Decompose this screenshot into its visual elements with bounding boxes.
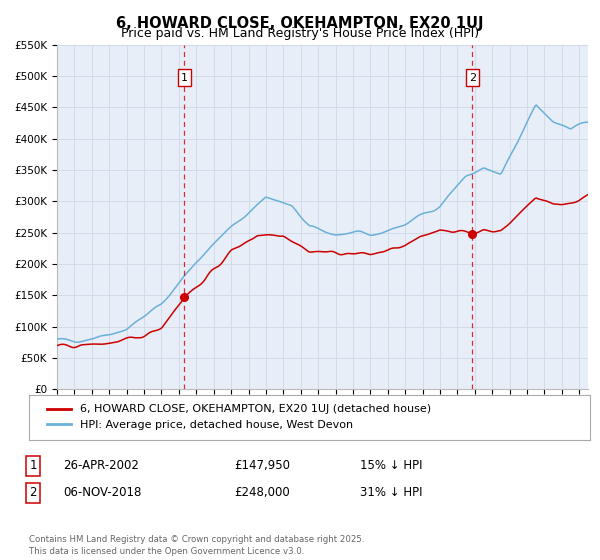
Text: £248,000: £248,000 [234,486,290,500]
Text: 26-APR-2002: 26-APR-2002 [63,459,139,473]
Text: 06-NOV-2018: 06-NOV-2018 [63,486,142,500]
Text: 2: 2 [29,486,37,500]
Text: Contains HM Land Registry data © Crown copyright and database right 2025.
This d: Contains HM Land Registry data © Crown c… [29,535,364,556]
Text: 2: 2 [469,72,476,82]
Legend: 6, HOWARD CLOSE, OKEHAMPTON, EX20 1UJ (detached house), HPI: Average price, deta: 6, HOWARD CLOSE, OKEHAMPTON, EX20 1UJ (d… [40,398,438,437]
Text: 15% ↓ HPI: 15% ↓ HPI [360,459,422,473]
Text: 31% ↓ HPI: 31% ↓ HPI [360,486,422,500]
Text: 1: 1 [181,72,188,82]
Text: £147,950: £147,950 [234,459,290,473]
Text: Price paid vs. HM Land Registry's House Price Index (HPI): Price paid vs. HM Land Registry's House … [121,27,479,40]
Text: 6, HOWARD CLOSE, OKEHAMPTON, EX20 1UJ: 6, HOWARD CLOSE, OKEHAMPTON, EX20 1UJ [116,16,484,31]
Text: 1: 1 [29,459,37,473]
